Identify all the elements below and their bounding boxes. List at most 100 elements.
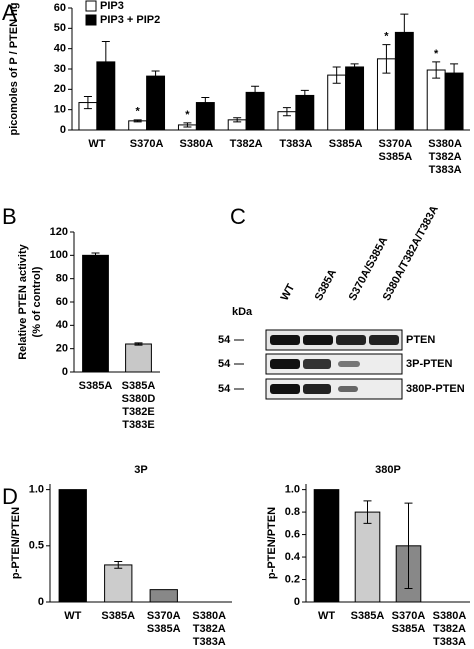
x-tick-label: T382A: [433, 623, 466, 635]
lane-label: S380A/T382A/T383A: [381, 204, 441, 303]
error-bar: [350, 63, 359, 71]
y-tick-label: 0.5: [29, 540, 44, 552]
significance-marker: *: [185, 109, 190, 121]
blot-strip: [265, 329, 403, 351]
significance-marker: *: [434, 48, 439, 60]
y-tick-label: 60: [56, 296, 68, 308]
x-tick-label: S370A: [147, 610, 181, 622]
band: [338, 386, 358, 392]
row-label: 3P-PTEN: [406, 358, 453, 370]
x-tick-label: T382A: [429, 151, 462, 163]
error-bar: [382, 44, 391, 74]
y-tick-label: 0.8: [285, 506, 300, 518]
x-tick-label: T382A: [230, 138, 263, 150]
error-bar: [83, 95, 92, 110]
band: [270, 384, 300, 394]
y-tick-label: 80: [56, 273, 68, 285]
y-tick-label: 40: [54, 43, 66, 55]
chart-title: 3P: [134, 464, 147, 476]
x-tick-label: T383A: [433, 636, 466, 648]
x-tick-label: T383E: [122, 419, 154, 431]
error-bar: [363, 500, 372, 524]
row-label: 380P-PTEN: [406, 383, 465, 395]
error-bar: [404, 502, 413, 590]
x-tick-label: T383A: [429, 164, 462, 176]
panel-label: D: [2, 484, 18, 509]
x-tick-label: S385A: [329, 138, 363, 150]
y-tick-label: 120: [50, 226, 68, 238]
x-tick-label: S380A: [433, 610, 467, 622]
x-tick-label: T383A: [279, 138, 312, 150]
error-bar: [300, 89, 309, 102]
error-bar: [201, 96, 210, 109]
y-tick-label: 1.0: [29, 484, 44, 496]
legend-label: PIP3: [100, 0, 124, 12]
y-axis-label: Relative PTEN activity: [17, 243, 29, 359]
error-bar: [432, 61, 441, 79]
error-bar: [183, 122, 192, 128]
panel-label: C: [230, 204, 246, 229]
blot-strip: [265, 378, 403, 400]
x-tick-label: S380A: [192, 610, 226, 622]
error-bar: [91, 252, 100, 259]
x-tick-label: S385A: [101, 610, 135, 622]
bar: [82, 254, 109, 373]
x-tick-label: T383A: [193, 636, 226, 648]
lane-label: WT: [279, 282, 298, 303]
panel-label: A: [2, 0, 17, 25]
row-label: PTEN: [406, 334, 435, 346]
bar: [426, 69, 446, 131]
blot-unit: kDa: [232, 306, 253, 318]
significance-marker: *: [384, 31, 389, 43]
y-axis-label: (% of control): [31, 266, 43, 337]
western-blot: kDa WT S385A S370A/S385A S380A/T382A/T38…: [218, 204, 465, 400]
legend-swatch: [85, 0, 97, 12]
y-axis-label: picomoles of P / PTEN ng: [8, 2, 20, 135]
x-tick-label: S370A: [392, 610, 426, 622]
x-tick-label: WT: [64, 610, 81, 622]
y-tick-label: 20: [54, 83, 66, 95]
x-tick-label: S370A: [130, 138, 164, 150]
bar: [354, 511, 381, 603]
legend-swatch: [85, 14, 97, 26]
error-bar: [400, 13, 409, 52]
x-tick-label: S385A: [379, 151, 413, 163]
y-tick-label: 0.6: [285, 528, 300, 540]
panel-label: B: [2, 204, 17, 229]
x-tick-label: WT: [88, 138, 105, 150]
kda-marker: 54: [218, 383, 231, 395]
error-bar: [101, 41, 110, 83]
y-tick-label: 0.4: [285, 551, 301, 563]
significance-marker: *: [136, 106, 141, 118]
chart-title: 380P: [375, 464, 401, 476]
y-axis-label: p-PTEN/PTEN: [10, 507, 22, 579]
band: [303, 359, 331, 369]
x-tick-label: S385A: [351, 610, 385, 622]
y-tick-label: 0.2: [285, 573, 300, 585]
y-tick-label: 0: [60, 124, 66, 136]
bar: [125, 343, 152, 373]
band: [338, 361, 360, 367]
error-bar: [134, 342, 143, 346]
kda-marker: 54: [218, 334, 231, 346]
y-tick-label: 1.0: [285, 484, 300, 496]
x-tick-label: S380D: [122, 393, 156, 405]
y-tick-label: 30: [54, 63, 66, 75]
legend-label: PIP3 + PIP2: [100, 14, 160, 26]
y-axis-label: p-PTEN/PTEN: [266, 507, 278, 579]
kda-marker: 54: [218, 358, 231, 370]
x-tick-label: S385A: [79, 380, 113, 392]
band: [270, 359, 300, 369]
x-tick-label: S370A: [379, 138, 413, 150]
y-tick-label: 40: [56, 319, 68, 331]
y-tick-label: 50: [54, 22, 66, 34]
error-bar: [233, 117, 242, 123]
band: [270, 335, 300, 345]
x-tick-label: S380A: [180, 138, 214, 150]
bar: [345, 66, 365, 131]
x-tick-label: S385A: [122, 380, 156, 392]
x-tick-label: T382A: [193, 623, 226, 635]
error-bar: [332, 66, 341, 84]
bar: [313, 489, 340, 603]
